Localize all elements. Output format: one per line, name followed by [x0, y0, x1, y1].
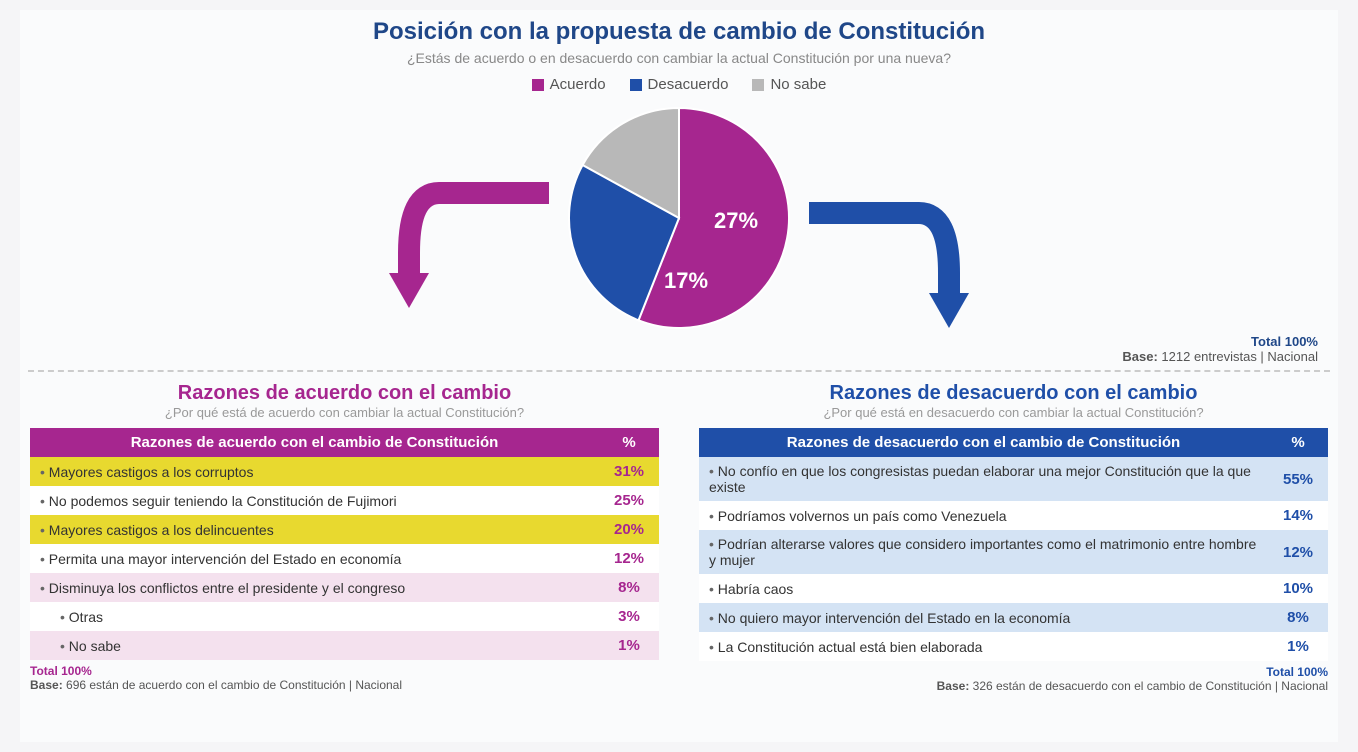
- pct-cell: 12%: [1268, 530, 1328, 574]
- legend-label: No sabe: [770, 76, 826, 93]
- disagree-footer-base: Base: 326 están de desacuerdo con el cam…: [937, 679, 1328, 693]
- legend-square-icon: [630, 79, 642, 91]
- disagree-header-pct: %: [1268, 428, 1328, 457]
- agree-footer: Total 100% Base: 696 están de acuerdo co…: [30, 664, 659, 692]
- legend: Acuerdo Desacuerdo No sabe: [20, 76, 1338, 93]
- reason-cell: Mayores castigos a los delincuentes: [30, 515, 599, 544]
- table-row: Mayores castigos a los delincuentes20%: [30, 515, 659, 544]
- table-row: Permita una mayor intervención del Estad…: [30, 544, 659, 573]
- table-row: No sabe1%: [30, 631, 659, 660]
- bottom-section: Razones de acuerdo con el cambio ¿Por qu…: [20, 372, 1338, 693]
- table-row: La Constitución actual está bien elabora…: [699, 632, 1328, 661]
- table-row: Mayores castigos a los corruptos31%: [30, 457, 659, 486]
- table-row: Otras3%: [30, 602, 659, 631]
- pct-cell: 3%: [599, 602, 659, 631]
- pct-cell: 1%: [599, 631, 659, 660]
- agree-header-reason: Razones de acuerdo con el cambio de Cons…: [30, 428, 599, 457]
- main-subtitle: ¿Estás de acuerdo o en desacuerdo con ca…: [20, 50, 1338, 66]
- reason-cell: No confío en que los congresistas puedan…: [699, 457, 1268, 501]
- pct-cell: 20%: [599, 515, 659, 544]
- main-title: Posición con la propuesta de cambio de C…: [20, 18, 1338, 46]
- pct-cell: 10%: [1268, 574, 1328, 603]
- disagree-footer: Total 100% Base: 326 están de desacuerdo…: [699, 665, 1328, 693]
- legend-item: Desacuerdo: [630, 76, 729, 93]
- pct-cell: 1%: [1268, 632, 1328, 661]
- top-base-note: Total 100% Base: 1212 entrevistas | Naci…: [1122, 334, 1318, 364]
- reason-cell: La Constitución actual está bien elabora…: [699, 632, 1268, 661]
- reason-cell: Otras: [30, 602, 599, 631]
- pct-cell: 14%: [1268, 501, 1328, 530]
- disagree-subtitle: ¿Por qué está en desacuerdo con cambiar …: [699, 405, 1328, 420]
- reason-cell: Habría caos: [699, 574, 1268, 603]
- legend-item: No sabe: [752, 76, 826, 93]
- reason-cell: No podemos seguir teniendo la Constituci…: [30, 486, 599, 515]
- pie-slice-label: 27%: [714, 208, 758, 233]
- reason-cell: Podrían alterarse valores que considero …: [699, 530, 1268, 574]
- reason-cell: No quiero mayor intervención del Estado …: [699, 603, 1268, 632]
- table-row: Podríamos volvernos un país como Venezue…: [699, 501, 1328, 530]
- reason-cell: Disminuya los conflictos entre el presid…: [30, 573, 599, 602]
- agree-footer-base: Base: 696 están de acuerdo con el cambio…: [30, 678, 402, 692]
- pct-cell: 55%: [1268, 457, 1328, 501]
- table-row: No podemos seguir teniendo la Constituci…: [30, 486, 659, 515]
- pct-cell: 8%: [599, 573, 659, 602]
- infographic-container: Posición con la propuesta de cambio de C…: [20, 10, 1338, 742]
- agree-header-pct: %: [599, 428, 659, 457]
- legend-square-icon: [752, 79, 764, 91]
- agree-subtitle: ¿Por qué está de acuerdo con cambiar la …: [30, 405, 659, 420]
- top-total-label: Total 100%: [1122, 334, 1318, 349]
- agree-title: Razones de acuerdo con el cambio: [30, 382, 659, 405]
- top-base-label: Base: 1212 entrevistas | Nacional: [1122, 349, 1318, 364]
- pie-wrap: 56%27%17%: [20, 93, 1338, 353]
- agree-footer-total: Total 100%: [30, 664, 92, 678]
- table-row: No quiero mayor intervención del Estado …: [699, 603, 1328, 632]
- table-row: Podrían alterarse valores que considero …: [699, 530, 1328, 574]
- table-row: Habría caos10%: [699, 574, 1328, 603]
- pct-cell: 25%: [599, 486, 659, 515]
- legend-square-icon: [532, 79, 544, 91]
- top-section: Posición con la propuesta de cambio de C…: [20, 10, 1338, 370]
- disagree-header-reason: Razones de desacuerdo con el cambio de C…: [699, 428, 1268, 457]
- agree-table: Razones de acuerdo con el cambio de Cons…: [30, 428, 659, 660]
- legend-label: Desacuerdo: [648, 76, 729, 93]
- disagree-title: Razones de desacuerdo con el cambio: [699, 382, 1328, 405]
- disagree-footer-total: Total 100%: [1266, 665, 1328, 679]
- legend-label: Acuerdo: [550, 76, 606, 93]
- pie-slice-label: 17%: [664, 268, 708, 293]
- table-row: Disminuya los conflictos entre el presid…: [30, 573, 659, 602]
- disagree-table: Razones de desacuerdo con el cambio de C…: [699, 428, 1328, 661]
- arrow-left-icon: [379, 133, 559, 333]
- pct-cell: 8%: [1268, 603, 1328, 632]
- legend-item: Acuerdo: [532, 76, 606, 93]
- disagree-column: Razones de desacuerdo con el cambio ¿Por…: [699, 382, 1328, 693]
- reason-cell: Mayores castigos a los corruptos: [30, 457, 599, 486]
- pie-chart: 56%27%17%: [564, 103, 794, 333]
- arrow-right-icon: [799, 153, 979, 353]
- table-row: No confío en que los congresistas puedan…: [699, 457, 1328, 501]
- reason-cell: Podríamos volvernos un país como Venezue…: [699, 501, 1268, 530]
- reason-cell: No sabe: [30, 631, 599, 660]
- agree-column: Razones de acuerdo con el cambio ¿Por qu…: [30, 382, 659, 693]
- pct-cell: 12%: [599, 544, 659, 573]
- reason-cell: Permita una mayor intervención del Estad…: [30, 544, 599, 573]
- pct-cell: 31%: [599, 457, 659, 486]
